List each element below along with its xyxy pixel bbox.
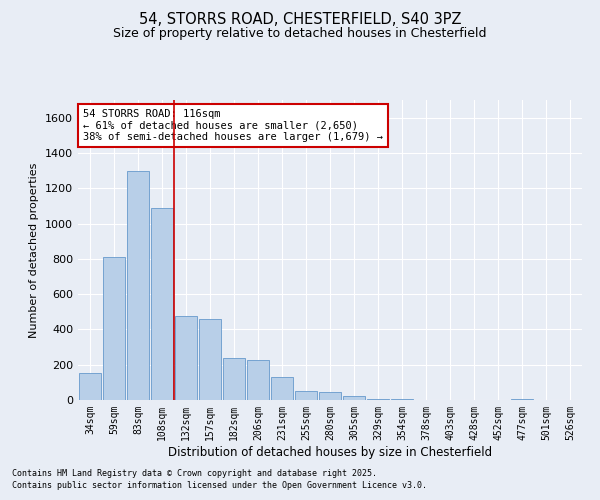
Bar <box>175 316 197 400</box>
Text: 54, STORRS ROAD, CHESTERFIELD, S40 3PZ: 54, STORRS ROAD, CHESTERFIELD, S40 3PZ <box>139 12 461 28</box>
Bar <box>151 208 173 400</box>
Bar <box>319 392 341 400</box>
Text: Contains HM Land Registry data © Crown copyright and database right 2025.: Contains HM Land Registry data © Crown c… <box>12 468 377 477</box>
Bar <box>511 399 533 400</box>
Text: 54 STORRS ROAD: 116sqm
← 61% of detached houses are smaller (2,650)
38% of semi-: 54 STORRS ROAD: 116sqm ← 61% of detached… <box>83 109 383 142</box>
Bar <box>223 358 245 400</box>
Bar <box>79 372 101 400</box>
Bar <box>391 399 413 400</box>
Bar <box>127 170 149 400</box>
Bar <box>343 396 365 400</box>
Bar <box>103 257 125 400</box>
Bar <box>199 319 221 400</box>
Text: Contains public sector information licensed under the Open Government Licence v3: Contains public sector information licen… <box>12 481 427 490</box>
Bar <box>295 391 317 400</box>
X-axis label: Distribution of detached houses by size in Chesterfield: Distribution of detached houses by size … <box>168 446 492 458</box>
Y-axis label: Number of detached properties: Number of detached properties <box>29 162 40 338</box>
Text: Size of property relative to detached houses in Chesterfield: Size of property relative to detached ho… <box>113 28 487 40</box>
Bar <box>247 360 269 400</box>
Bar <box>271 377 293 400</box>
Bar <box>367 399 389 400</box>
